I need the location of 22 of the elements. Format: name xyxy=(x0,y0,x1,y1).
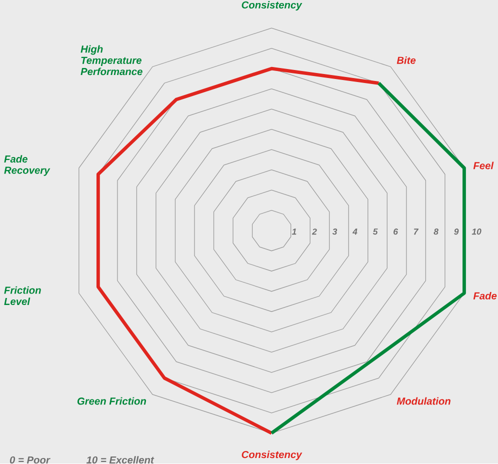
y-tick-label: 4 xyxy=(352,228,358,235)
spoke-label: Fade xyxy=(473,292,497,300)
spoke-label: Consistency xyxy=(242,450,302,460)
spoke-label: Bite xyxy=(396,56,416,64)
spoke-label: Modulation xyxy=(396,397,450,405)
y-tick-label: 1 xyxy=(292,228,296,235)
spoke-label: Feel xyxy=(473,162,494,170)
y-tick-label: 9 xyxy=(454,228,459,235)
spoke-label: Consistency xyxy=(242,1,302,11)
y-tick-label: 6 xyxy=(394,228,398,235)
y-tick-label: 10 xyxy=(472,228,482,235)
spoke-label: Green Friction xyxy=(77,398,146,405)
text: 10 = Excellent xyxy=(86,456,154,464)
y-tick-label: 2 xyxy=(312,228,317,235)
spoke-label: Fade Recovery xyxy=(4,155,50,176)
y-tick-label: 8 xyxy=(434,228,438,235)
y-tick-label: 5 xyxy=(372,228,378,235)
y-tick-label: 7 xyxy=(414,228,419,235)
y-tick-label: 3 xyxy=(332,228,338,235)
spoke-label: Friction Level xyxy=(4,286,41,306)
spoke-label: High Temperature Performance xyxy=(80,45,142,76)
text: 0 = Poor xyxy=(10,456,50,464)
